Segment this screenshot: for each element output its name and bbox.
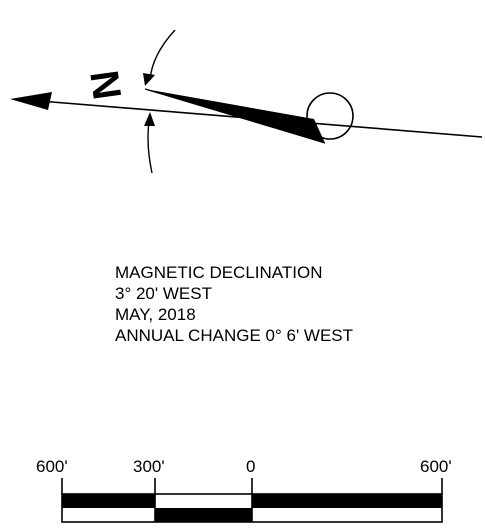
magnetic-needle-edge — [144, 88, 326, 144]
n-letter-icon: N — [81, 68, 129, 103]
scale-label-600-left: 600' — [36, 457, 68, 476]
declination-note: MAGNETIC DECLINATION 3° 20' WEST MAY, 20… — [115, 262, 353, 346]
declination-date: MAY, 2018 — [115, 305, 196, 324]
declination-arc-lower — [147, 121, 153, 174]
scale-segment-top-left — [62, 494, 155, 508]
declination-arc-upper — [149, 29, 176, 81]
scale-label-600-right: 600' — [420, 457, 452, 476]
graphic-scale-bar — [61, 478, 443, 523]
declination-annual-change: ANNUAL CHANGE 0° 6' WEST — [115, 326, 354, 345]
svg-text:N: N — [81, 68, 129, 103]
true-north-arrowhead — [10, 92, 52, 110]
north-arrow-symbol: N — [10, 29, 483, 174]
scale-label-zero: 0 — [246, 457, 256, 476]
needle-pivot-circle — [306, 92, 354, 140]
declination-title: MAGNETIC DECLINATION — [115, 263, 323, 282]
declination-arc-lower-arrowhead — [144, 112, 155, 126]
scale-label-300: 300' — [133, 457, 165, 476]
declination-angle: 3° 20' WEST — [115, 284, 212, 303]
scale-segment-bottom-middle — [155, 508, 252, 522]
scale-segment-top-right — [252, 494, 442, 508]
declination-arc-upper-arrowhead — [143, 73, 155, 86]
